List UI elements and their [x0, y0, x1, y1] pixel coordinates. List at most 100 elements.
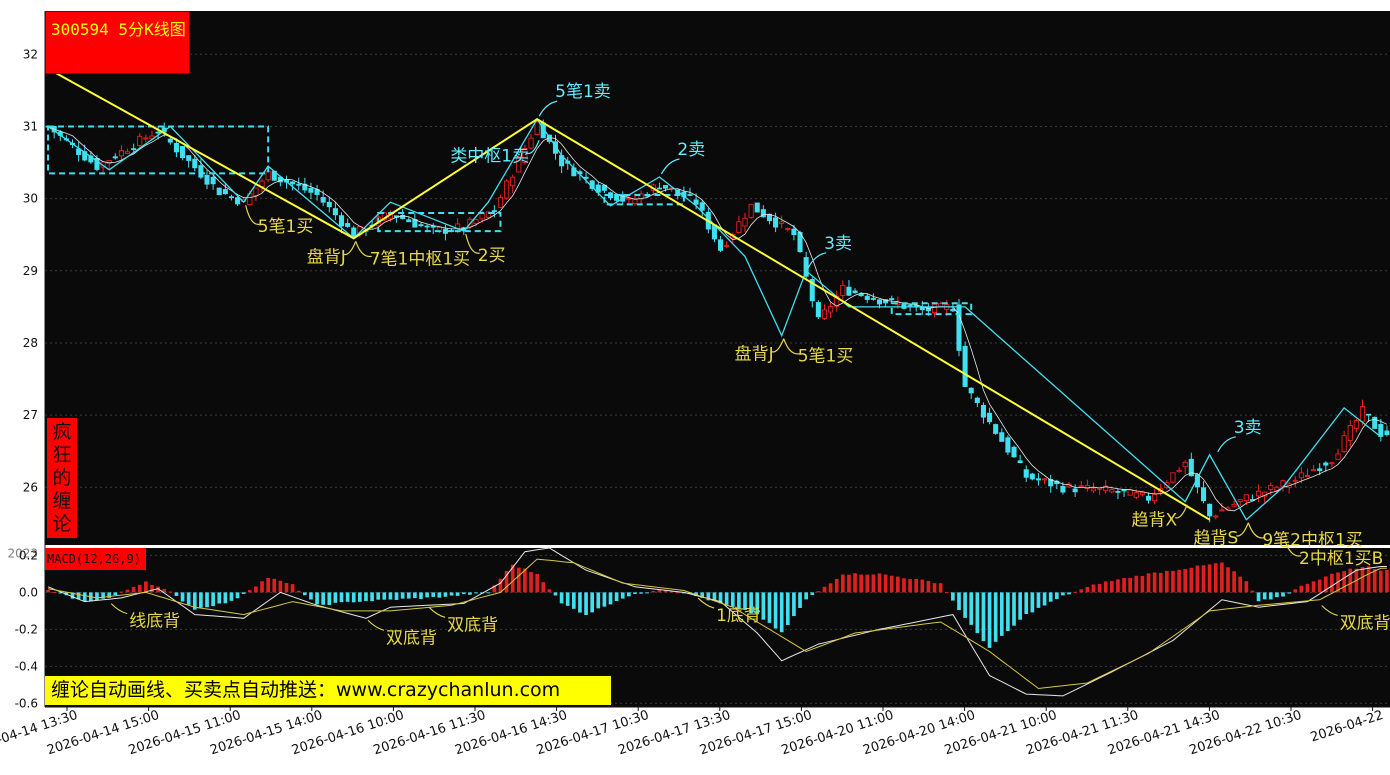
- macd-bar-negative: [1275, 592, 1279, 598]
- macd-bar-positive: [284, 583, 289, 593]
- candle-down: [870, 297, 876, 300]
- candle-down: [791, 228, 797, 236]
- candle-down: [180, 145, 186, 159]
- candle-up: [748, 203, 754, 218]
- candle-down: [1060, 485, 1066, 493]
- promo-banner[interactable]: 缠论自动画线、买卖点自动推送：www.crazychanlun.com: [45, 676, 611, 705]
- macd-y-tick-overlap: 2023: [7, 546, 38, 560]
- macd-bar-negative: [358, 592, 362, 602]
- annotation-arrow: [343, 241, 357, 256]
- candle-up: [118, 150, 124, 157]
- candle-down: [216, 187, 222, 196]
- candle-down: [956, 304, 962, 351]
- candle-down: [999, 432, 1005, 442]
- macd-bar-positive: [1116, 579, 1120, 593]
- annotation-arrow: [526, 140, 540, 155]
- candle-down: [210, 176, 216, 185]
- macd-bar-negative: [578, 592, 582, 613]
- macd-bar-negative: [437, 592, 442, 598]
- macd-bar-positive: [1342, 571, 1346, 593]
- candle-down: [400, 214, 406, 220]
- macd-bar-negative: [737, 592, 741, 609]
- macd-bar-negative: [58, 592, 63, 594]
- macd-bar-positive: [247, 590, 252, 593]
- macd-bar-negative: [706, 592, 711, 601]
- candle-down: [1023, 469, 1029, 478]
- annotation-label: 盘背J: [735, 345, 774, 365]
- macd-bar-positive: [896, 576, 900, 593]
- macd-annotation-label: 线底背: [129, 612, 180, 632]
- macd-bar-negative: [639, 592, 643, 594]
- annotation-label: 2买: [478, 246, 506, 266]
- macd-bar-negative: [957, 592, 961, 611]
- candle-down: [876, 299, 883, 305]
- macd-bar-negative: [455, 592, 460, 596]
- chart-title-badge: 300594 5分K线图: [45, 11, 190, 74]
- candle-down: [1317, 468, 1323, 472]
- macd-bar-negative: [107, 592, 112, 598]
- macd-bar-negative: [70, 592, 75, 599]
- annotation-arrow: [1175, 504, 1188, 519]
- macd-bar-negative: [229, 592, 234, 601]
- annotation-arrow: [783, 338, 800, 355]
- macd-bar-positive: [492, 585, 497, 593]
- macd-bar-positive: [1311, 581, 1316, 593]
- y-tick-label: 27: [23, 408, 38, 422]
- macd-bar-positive: [1323, 576, 1328, 593]
- annotation-arrow: [355, 241, 372, 258]
- macd-bar-positive: [498, 578, 503, 593]
- macd-bar-positive: [156, 586, 160, 593]
- macd-bar-negative: [755, 592, 760, 615]
- macd-bar-negative: [571, 592, 576, 609]
- macd-bar-negative: [205, 592, 209, 608]
- candle-down: [601, 184, 607, 191]
- candle-down: [889, 298, 895, 300]
- candle-down: [858, 293, 864, 297]
- candle-up: [1213, 515, 1219, 518]
- macd-bar-negative: [468, 592, 472, 595]
- macd-bar-negative: [461, 592, 466, 595]
- macd-bar-positive: [1238, 576, 1243, 593]
- macd-bar-negative: [345, 592, 350, 602]
- macd-bar-positive: [1360, 566, 1365, 593]
- macd-bar-positive: [296, 590, 301, 593]
- candle-up: [534, 121, 540, 135]
- candle-down: [290, 181, 296, 185]
- macd-bar-negative: [981, 592, 986, 642]
- macd-bar-positive: [260, 581, 264, 593]
- candle-down: [320, 197, 326, 203]
- annotation-arrow: [1236, 522, 1249, 537]
- candle-down: [987, 412, 993, 423]
- macd-bar-positive: [1122, 578, 1126, 593]
- macd-bar-negative: [565, 592, 570, 606]
- macd-bar-negative: [608, 592, 613, 605]
- candle-down: [852, 290, 858, 294]
- macd-bar-negative: [963, 592, 967, 618]
- candle-down: [754, 202, 760, 213]
- annotation-arrow: [1217, 436, 1236, 453]
- annotation-arrow: [771, 338, 785, 353]
- macd-bar-positive: [828, 583, 833, 593]
- macd-bar-positive: [510, 564, 515, 593]
- macd-bar-positive: [144, 581, 148, 593]
- macd-bar-negative: [1067, 592, 1071, 595]
- macd-annotation-arrow: [697, 597, 715, 609]
- candle-up: [1311, 469, 1317, 472]
- candle-up: [1335, 453, 1341, 460]
- macd-bar-positive: [914, 578, 919, 593]
- macd-bar-negative: [1061, 592, 1065, 596]
- macd-bar-negative: [474, 592, 478, 594]
- candle-up: [1182, 461, 1188, 468]
- macd-bar-positive: [1146, 573, 1151, 593]
- candle-up: [1231, 503, 1237, 507]
- macd-bar-positive: [1103, 581, 1108, 593]
- macd-bar-negative: [602, 592, 607, 607]
- macd-bar-positive: [902, 578, 906, 593]
- macd-dif-line: [47, 547, 1387, 697]
- macd-bar-negative: [1018, 592, 1022, 620]
- macd-bar-positive: [889, 575, 894, 593]
- macd-bar-positive: [119, 591, 124, 593]
- candle-down: [773, 217, 779, 228]
- macd-bar-positive: [1366, 566, 1371, 593]
